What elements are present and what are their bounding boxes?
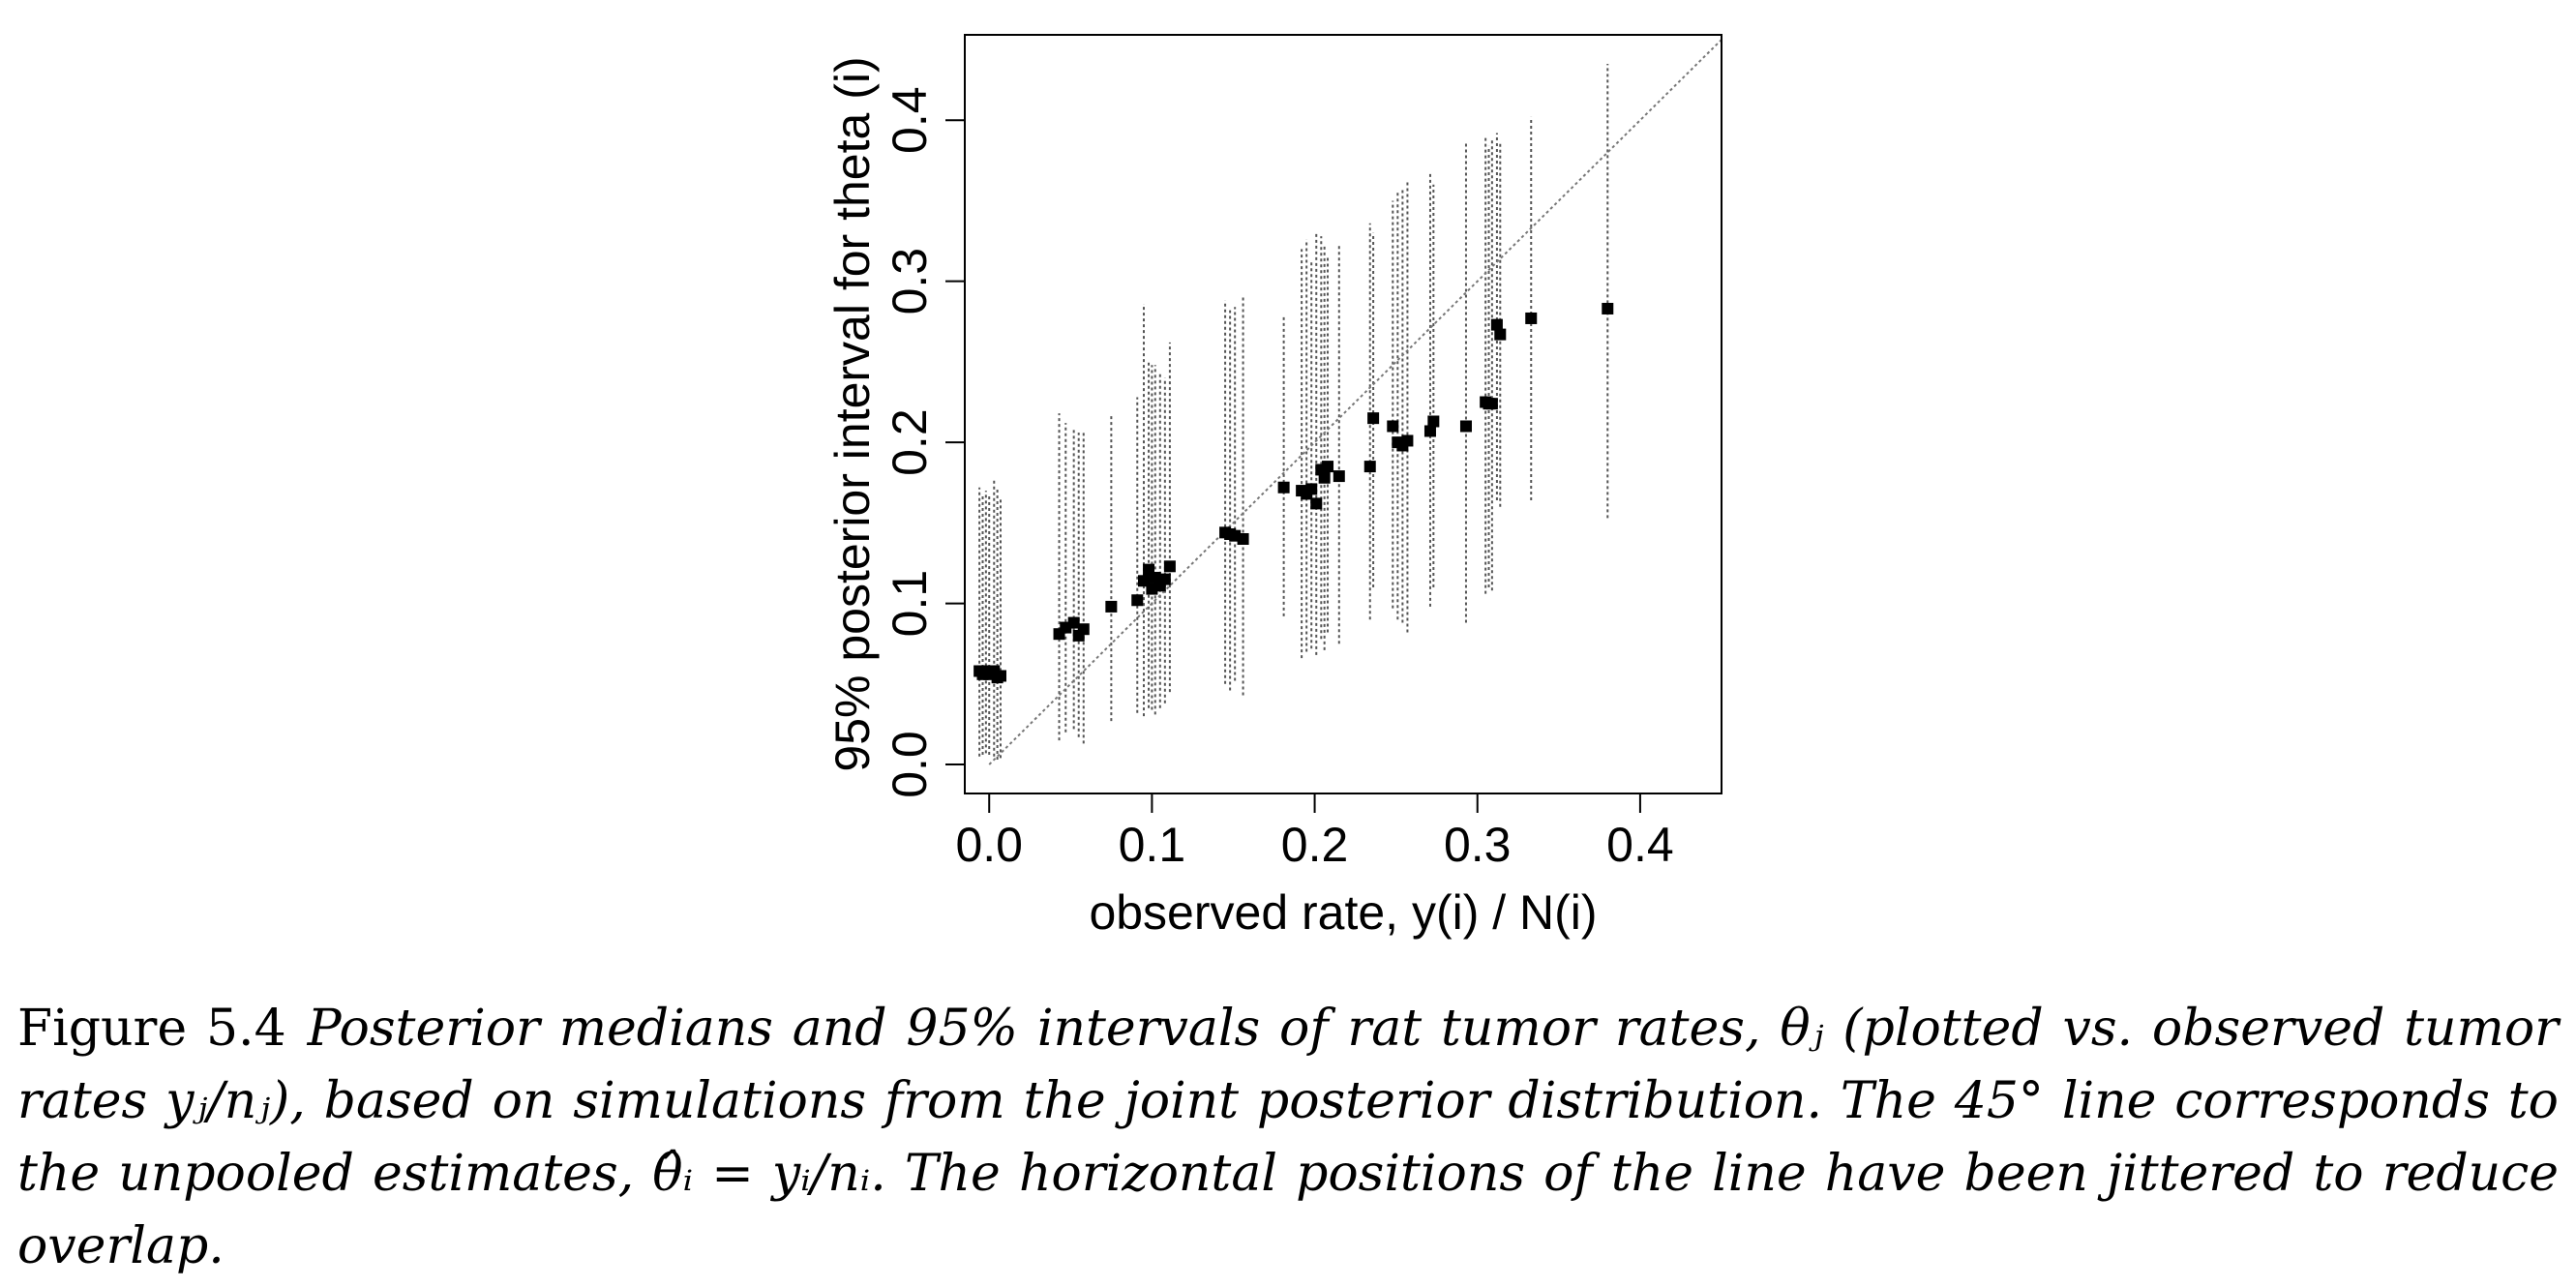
median-point	[1310, 497, 1323, 510]
y-tick-label: 0.4	[883, 86, 937, 154]
median-point	[1318, 471, 1331, 484]
figure-caption: Figure 5.4 Posterior medians and 95% inte…	[17, 993, 2559, 1283]
median-point	[1131, 594, 1144, 607]
median-point	[1105, 600, 1118, 613]
x-axis-label: observed rate, y(i) / N(i)	[1089, 885, 1597, 940]
y-tick-label: 0.2	[883, 408, 937, 476]
y-tick-label: 0.3	[883, 248, 937, 315]
median-point	[1322, 461, 1334, 473]
median-point	[1490, 318, 1503, 331]
median-point	[1459, 420, 1472, 433]
x-tick-label: 0.0	[955, 818, 1023, 872]
median-point	[1158, 573, 1171, 585]
median-point	[1423, 425, 1436, 437]
median-point	[1387, 420, 1399, 433]
reference-45-degree-line	[988, 39, 1722, 765]
chart: 0.0 0.1 0.2 0.3 0.4 0.0 0.1 0.2 0.3 0.4 observed…	[825, 34, 1722, 940]
plot-frame	[964, 34, 1722, 794]
median-point	[1237, 533, 1249, 546]
median-point	[1485, 398, 1498, 410]
x-axis: 0.0 0.1 0.2 0.3 0.4	[955, 793, 1674, 872]
median-point	[1067, 616, 1080, 629]
median-point	[1305, 483, 1318, 495]
median-point	[1525, 312, 1538, 324]
x-tick-label: 0.1	[1119, 818, 1186, 872]
median-point	[1163, 560, 1176, 573]
median-point	[1277, 481, 1290, 494]
median-point	[1077, 623, 1090, 636]
interval-layer	[978, 63, 1609, 761]
median-point	[1602, 302, 1614, 314]
median-point	[1363, 461, 1376, 473]
y-tick-label: 0.0	[883, 731, 937, 798]
median-point	[1333, 470, 1345, 483]
median-point	[1367, 412, 1380, 425]
y-tick-label: 0.1	[883, 570, 937, 638]
median-point	[1401, 434, 1414, 447]
caption-label: Figure 5.4	[17, 1000, 286, 1058]
caption-text: Posterior medians and 95% intervals of r…	[17, 1000, 2559, 1275]
y-axis: 0.0 0.1 0.2 0.3 0.4	[883, 86, 965, 798]
y-axis-label: 95% posterior interval for theta (i)	[825, 56, 880, 771]
median-point	[1427, 415, 1440, 428]
x-tick-label: 0.4	[1606, 818, 1674, 872]
x-tick-label: 0.2	[1281, 818, 1349, 872]
points-layer	[973, 302, 1614, 684]
median-point	[1494, 328, 1507, 341]
median-point	[994, 670, 1006, 682]
x-tick-label: 0.3	[1444, 818, 1512, 872]
